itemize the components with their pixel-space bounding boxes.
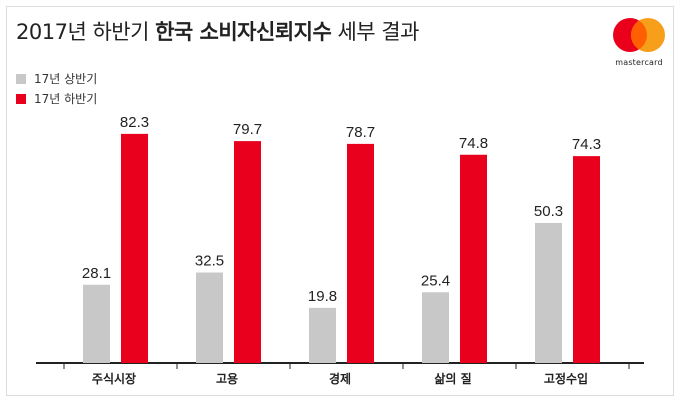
chart-title: 2017년 하반기 한국 소비자신뢰지수 세부 결과 — [16, 16, 419, 46]
category-label: 삶의 질 — [434, 371, 471, 386]
data-label: 78.7 — [346, 124, 375, 141]
data-label: 25.4 — [421, 272, 450, 289]
legend-swatch-first-half — [16, 73, 26, 84]
category-label: 경제 — [329, 372, 351, 386]
data-label: 28.1 — [82, 265, 111, 282]
mastercard-logo-icon: mastercard — [608, 16, 670, 70]
bar-second-half — [234, 141, 261, 363]
bar-second-half — [460, 154, 487, 363]
bar-second-half — [573, 156, 600, 363]
title-tail: 세부 결과 — [337, 20, 419, 44]
data-label: 19.8 — [308, 288, 337, 305]
bar-second-half — [121, 133, 148, 363]
legend-item-second-half: 17년 하반기 — [16, 90, 97, 107]
data-label: 74.3 — [572, 136, 601, 153]
category-label: 주식시장 — [92, 371, 136, 386]
data-label: 50.3 — [534, 203, 563, 220]
title-light: 2017년 하반기 — [16, 20, 149, 44]
legend-label-first-half: 17년 상반기 — [34, 72, 98, 86]
data-label: 74.8 — [459, 135, 488, 152]
data-label: 79.7 — [233, 121, 262, 138]
category-label: 고용 — [216, 371, 238, 386]
mastercard-circles-icon — [613, 18, 665, 52]
legend-swatch-second-half — [16, 93, 26, 104]
bar-first-half — [309, 307, 336, 363]
bar-first-half — [196, 272, 223, 363]
bar-first-half — [83, 284, 110, 363]
bar-first-half — [422, 292, 449, 363]
logo-wordmark: mastercard — [615, 58, 663, 67]
bar-first-half — [535, 222, 562, 363]
category-label: 고정수입 — [544, 371, 588, 386]
chart-frame — [6, 6, 674, 396]
title-bold: 한국 소비자신뢰지수 — [155, 20, 332, 44]
bar-second-half — [347, 143, 374, 363]
data-label: 82.3 — [120, 114, 149, 131]
legend-label-second-half: 17년 하반기 — [34, 92, 98, 106]
data-label: 32.5 — [195, 253, 224, 270]
legend-item-first-half: 17년 상반기 — [16, 70, 97, 87]
